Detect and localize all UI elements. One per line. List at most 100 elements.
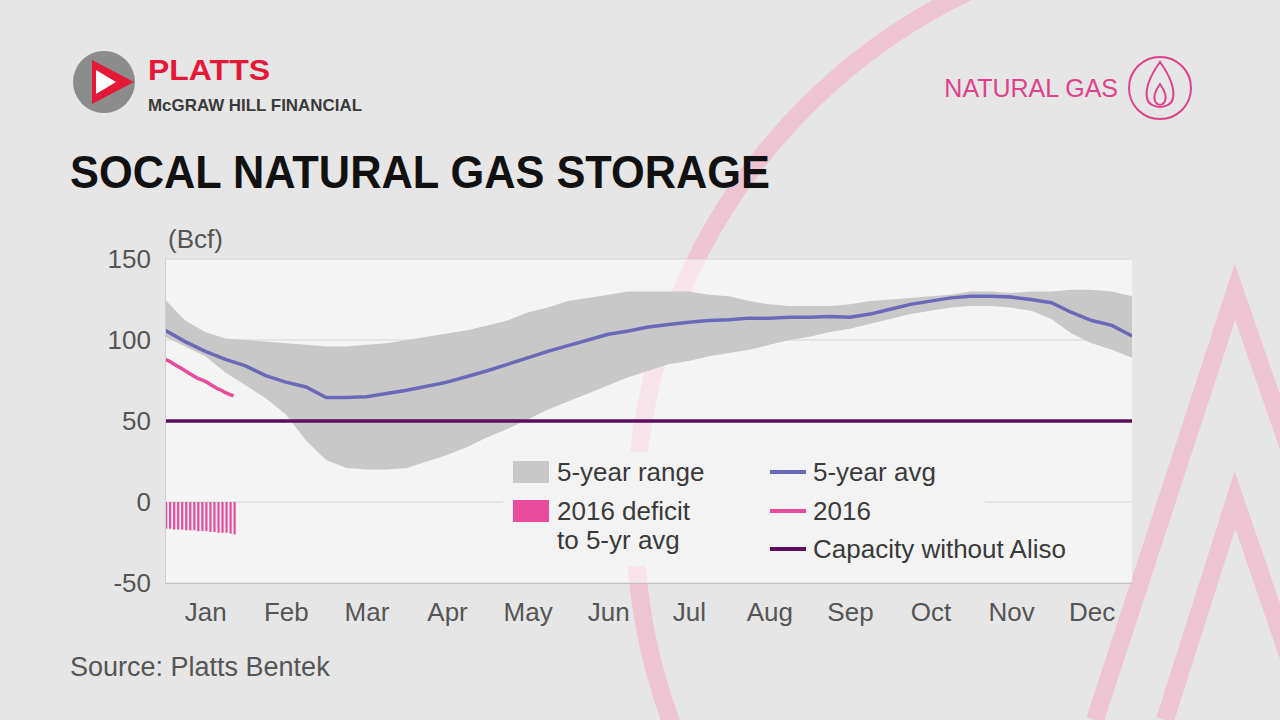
- deficit-bar: [201, 502, 203, 531]
- chart-title: SOCAL NATURAL GAS STORAGE: [70, 146, 770, 198]
- x-tick-label: Jul: [673, 597, 706, 627]
- legend: 5-year range 5-year avg 2016 deficitto 5-y…: [503, 452, 1066, 566]
- x-tick-label: Aug: [747, 597, 793, 627]
- x-tick: Feb: [264, 583, 309, 627]
- icon-flame: [1147, 62, 1174, 107]
- plot-marks: [165, 290, 1132, 535]
- series-line: [165, 419, 1132, 423]
- legend-item: Capacity without Aliso: [770, 534, 1066, 564]
- deficit-bar: [181, 502, 183, 530]
- x-tick-label: May: [504, 597, 553, 627]
- y-axis-line: [165, 260, 166, 584]
- deficit-bar: [193, 502, 195, 530]
- annotation: McGRAW HILL FINANCIAL: [148, 96, 362, 115]
- source-note: Source: Platts Bentek: [70, 652, 330, 682]
- plot-background: [165, 259, 1132, 583]
- legend-label: 5-year range: [557, 457, 704, 487]
- x-tick-label: Jun: [588, 597, 630, 627]
- y-tick: 50: [122, 406, 165, 436]
- x-axis-line: [166, 583, 1133, 584]
- logo-circle: [73, 51, 135, 113]
- legend-swatch: [770, 547, 806, 551]
- y-tick: 0: [137, 487, 165, 517]
- y-tick-label: 150: [108, 244, 151, 274]
- deficit-bar: [225, 502, 227, 533]
- annotation: NATURAL GAS: [944, 74, 1118, 102]
- logo-play: [92, 60, 134, 104]
- y-axis-title: (Bcf): [168, 224, 223, 254]
- legend-item: 2016 deficitto 5-yr avg: [513, 496, 691, 555]
- icon-circle: [1129, 57, 1191, 119]
- y-tick-label: -50: [113, 568, 151, 598]
- legend-item: 5-year avg: [770, 457, 936, 487]
- grid-line: [165, 583, 1132, 584]
- y-tick: 100: [108, 325, 165, 355]
- legend-label-line: Capacity without Aliso: [813, 534, 1066, 564]
- legend-swatch: [770, 470, 806, 474]
- x-tick: Jul: [673, 583, 706, 627]
- legend-item: 2016: [770, 496, 871, 526]
- x-tick: Mar: [345, 583, 390, 627]
- logo: [73, 51, 135, 113]
- deficit-bar: [177, 502, 179, 530]
- x-tick-label: Jan: [185, 597, 227, 627]
- legend-label-line: to 5-yr avg: [557, 525, 680, 555]
- x-tick-label: Oct: [911, 597, 952, 627]
- legend-label: 2016: [813, 496, 871, 526]
- grid-line: [165, 259, 1132, 260]
- x-tick-label: Dec: [1069, 597, 1115, 627]
- x-tick: Nov: [989, 583, 1035, 627]
- x-tick: Apr: [427, 583, 468, 627]
- x-tick: Sep: [827, 583, 873, 627]
- deficit-bar: [213, 502, 215, 532]
- x-tick: Jun: [588, 583, 630, 627]
- deficit-bar: [185, 502, 187, 530]
- chart: PLATTS McGRAW HILL FINANCIAL NATURAL GAS SO…: [0, 0, 1280, 720]
- legend-swatch: [513, 500, 549, 522]
- deficit-bar: [189, 502, 191, 530]
- deficit-bar: [217, 502, 219, 533]
- y-tick-label: 50: [122, 406, 151, 436]
- deficit-bar: [229, 502, 231, 534]
- legend-swatch: [770, 509, 806, 513]
- x-tick: Oct: [911, 583, 952, 627]
- x-tick: Dec: [1069, 583, 1115, 627]
- deficit-bar: [205, 502, 207, 531]
- legend-label: Capacity without Aliso: [813, 534, 1066, 564]
- x-tick-label: Feb: [264, 597, 309, 627]
- deficit-bar: [197, 502, 199, 531]
- flame-icon: [1129, 57, 1191, 119]
- y-tick-label: 100: [108, 325, 151, 355]
- legend-item: 5-year range: [513, 457, 704, 487]
- y-tick: -50: [113, 568, 165, 598]
- range-band: [165, 290, 1132, 470]
- decor-chevron: [1165, 500, 1280, 720]
- x-tick-label: Mar: [345, 597, 390, 627]
- grid: [165, 259, 1132, 583]
- grid-line: [165, 421, 1132, 422]
- legend-label: 2016 deficitto 5-yr avg: [557, 496, 691, 555]
- legend-label-line: 5-year avg: [813, 457, 936, 487]
- series-line: [165, 359, 233, 395]
- deficit-bar: [221, 502, 223, 533]
- x-tick: Jan: [185, 583, 227, 627]
- y-tick: 150: [108, 244, 165, 274]
- x-tick: Aug: [747, 583, 793, 627]
- legend-label: 5-year avg: [813, 457, 936, 487]
- deficit-bar: [209, 502, 211, 532]
- x-axis: Jan Feb Mar Apr May Jun Jul Aug Sep Oct Nov Dec: [166, 583, 1133, 627]
- logo-play-inner: [96, 70, 116, 94]
- deficit-bar: [233, 502, 235, 534]
- x-tick-label: Apr: [427, 597, 468, 627]
- x-tick-label: Sep: [827, 597, 873, 627]
- y-tick-label: 0: [137, 487, 151, 517]
- series-line: [165, 296, 1132, 397]
- deficit-bar: [173, 502, 175, 530]
- y-axis: -50 0 50 100 150: [108, 244, 166, 598]
- annotation: PLATTS: [148, 53, 270, 86]
- legend-swatch: [513, 461, 549, 483]
- icon-flame-inner: [1154, 84, 1166, 105]
- legend-label-line: 5-year range: [557, 457, 704, 487]
- legend-label-line: 2016: [813, 496, 871, 526]
- x-tick-label: Nov: [989, 597, 1035, 627]
